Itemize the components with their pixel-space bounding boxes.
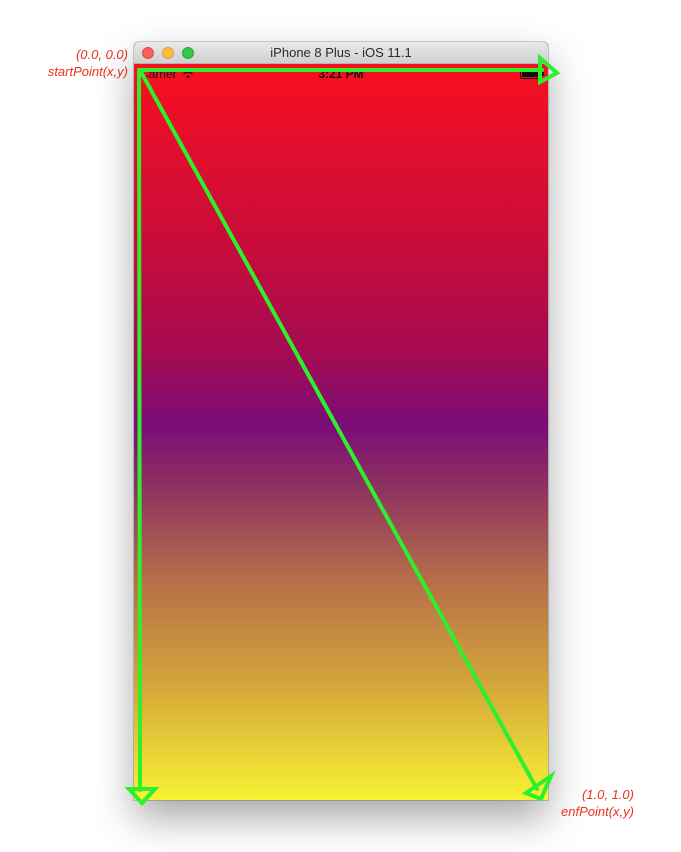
window-titlebar[interactable]: iPhone 8 Plus - iOS 11.1	[134, 42, 548, 64]
end-point-label: enfPoint(x,y)	[561, 804, 634, 819]
start-point-annotation: (0.0, 0.0) startPoint(x,y)	[48, 46, 128, 80]
close-window-button[interactable]	[142, 47, 154, 59]
start-point-coords: (0.0, 0.0)	[75, 47, 128, 62]
battery-nub	[542, 72, 544, 76]
start-point-label: startPoint(x,y)	[47, 64, 128, 79]
status-bar: Carrier 3:21 PM	[134, 64, 548, 84]
simulator-window: iPhone 8 Plus - iOS 11.1 Carrier 3:21 PM	[134, 42, 548, 800]
window-title: iPhone 8 Plus - iOS 11.1	[270, 45, 412, 60]
minimize-window-button[interactable]	[162, 47, 174, 59]
zoom-window-button[interactable]	[182, 47, 194, 59]
battery-icon	[520, 69, 544, 79]
battery-fill	[522, 71, 540, 77]
end-point-annotation: (1.0, 1.0) enfPoint(x,y)	[561, 786, 634, 820]
end-point-coords: (1.0, 1.0)	[581, 787, 634, 802]
device-screen[interactable]: Carrier 3:21 PM	[134, 64, 548, 800]
status-time: 3:21 PM	[318, 67, 364, 81]
